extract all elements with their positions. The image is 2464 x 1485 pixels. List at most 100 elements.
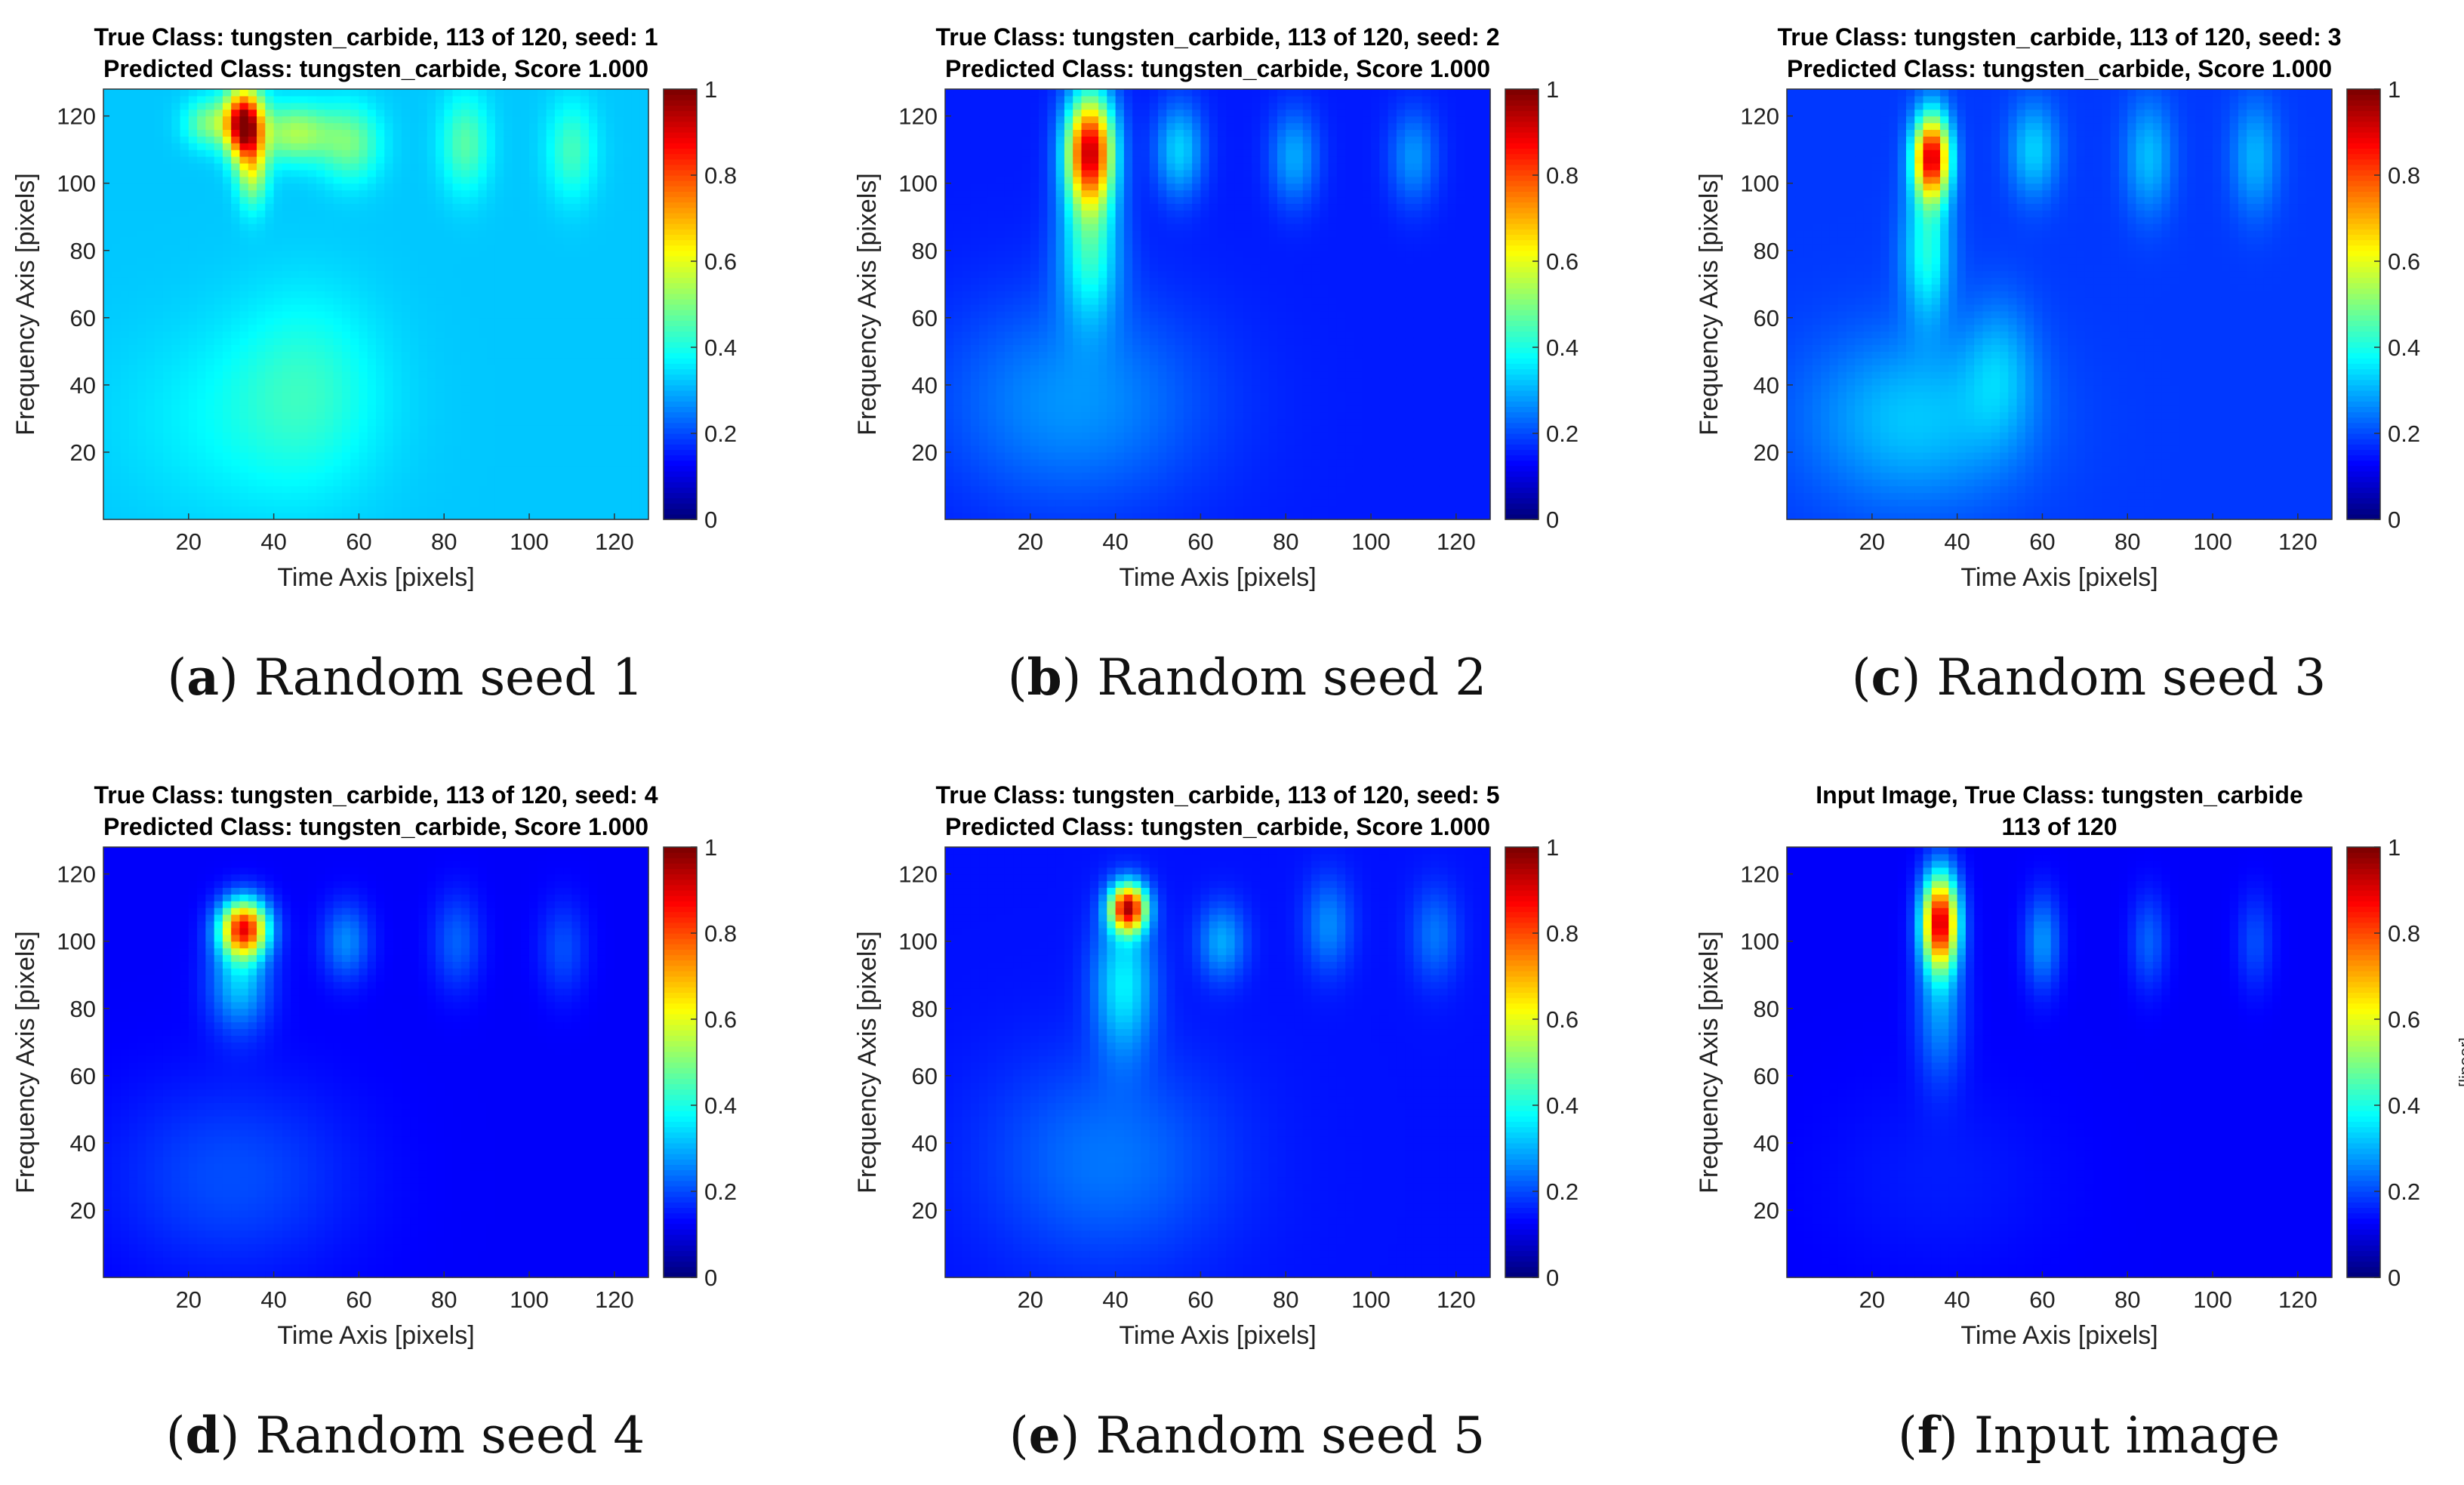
heatmap-cell xyxy=(470,264,479,272)
heatmap-cell xyxy=(223,418,232,426)
heatmap-cell xyxy=(487,163,496,171)
heatmap-cell xyxy=(171,217,180,224)
heatmap-cell xyxy=(504,183,513,191)
heatmap-cell xyxy=(979,492,988,500)
heatmap-cell xyxy=(1005,365,1014,372)
heatmap-cell xyxy=(563,223,572,231)
heatmap-cell xyxy=(971,96,980,103)
heatmap-cell xyxy=(316,291,325,298)
heatmap-cell xyxy=(581,170,590,177)
heatmap-cell xyxy=(547,136,556,143)
heatmap-cell xyxy=(427,210,436,217)
heatmap-cell xyxy=(581,237,590,245)
heatmap-cell xyxy=(555,163,564,171)
heatmap-cell xyxy=(953,197,962,205)
heatmap-cell xyxy=(308,244,317,251)
heatmap-cell xyxy=(376,291,385,298)
heatmap-cell xyxy=(971,244,980,251)
heatmap-cell xyxy=(597,223,606,231)
heatmap-cell xyxy=(129,399,138,406)
heatmap-cell xyxy=(384,203,393,211)
heatmap-cell xyxy=(121,344,130,352)
heatmap-cell xyxy=(265,230,274,238)
heatmap-cell xyxy=(495,103,504,110)
heatmap-cell xyxy=(393,392,402,399)
heatmap-cell xyxy=(291,499,300,507)
heatmap-cell xyxy=(146,251,155,258)
heatmap-cell xyxy=(470,123,479,131)
heatmap-cell xyxy=(308,149,317,157)
heatmap-cell xyxy=(223,371,232,379)
heatmap-cell xyxy=(1013,378,1022,386)
heatmap-cell xyxy=(470,418,479,426)
heatmap-cell xyxy=(1030,163,1040,171)
heatmap-cell xyxy=(189,257,198,265)
heatmap-cell xyxy=(962,365,972,372)
heatmap-cell xyxy=(197,230,206,238)
heatmap-cell xyxy=(129,223,138,231)
heatmap-cell xyxy=(606,143,615,150)
heatmap-cell xyxy=(197,149,206,157)
heatmap-cell xyxy=(248,170,257,177)
heatmap-cell xyxy=(444,143,453,150)
heatmap-cell xyxy=(444,210,453,217)
heatmap-cell xyxy=(444,452,453,460)
heatmap-cell xyxy=(146,149,155,157)
heatmap-cell xyxy=(410,439,419,446)
heatmap-cell xyxy=(979,432,988,439)
heatmap-cell xyxy=(555,485,564,493)
heatmap-cell xyxy=(555,418,564,426)
heatmap-cell xyxy=(1005,230,1014,238)
heatmap-cell xyxy=(444,217,453,224)
heatmap-cell xyxy=(461,473,470,480)
heatmap-cell xyxy=(555,492,564,500)
heatmap-cell xyxy=(180,418,189,426)
heatmap-cell xyxy=(223,136,232,143)
heatmap-cell xyxy=(214,452,223,460)
heatmap-cell xyxy=(121,311,130,319)
heatmap-cell xyxy=(342,513,351,520)
heatmap-cell xyxy=(248,136,257,143)
heatmap-cell xyxy=(384,513,393,520)
heatmap-cell xyxy=(563,237,572,245)
heatmap-cell xyxy=(478,96,487,103)
heatmap-cell xyxy=(112,163,121,171)
heatmap-cell xyxy=(180,103,189,110)
heatmap-cell xyxy=(376,432,385,439)
heatmap-cell xyxy=(987,371,996,379)
heatmap-cell xyxy=(342,217,351,224)
heatmap-cell xyxy=(291,378,300,386)
heatmap-cell xyxy=(223,270,232,278)
heatmap-cell xyxy=(444,485,453,493)
heatmap-cell xyxy=(240,399,249,406)
heatmap-cell xyxy=(606,405,615,413)
heatmap-cell xyxy=(1039,210,1048,217)
heatmap-cell xyxy=(597,499,606,507)
heatmap-cell xyxy=(240,351,249,359)
heatmap-cell xyxy=(410,385,419,393)
heatmap-cell xyxy=(121,358,130,365)
heatmap-cell xyxy=(103,251,112,258)
heatmap-cell xyxy=(444,284,453,291)
heatmap-cell xyxy=(971,378,980,386)
heatmap-cell xyxy=(521,244,530,251)
heatmap-cell xyxy=(461,156,470,164)
heatmap-cell xyxy=(521,183,530,191)
heatmap-cell xyxy=(189,237,198,245)
heatmap-cell xyxy=(996,479,1006,487)
heatmap-cell xyxy=(614,452,624,460)
heatmap-cell xyxy=(495,452,504,460)
heatmap-cell xyxy=(504,473,513,480)
heatmap-cell xyxy=(410,358,419,365)
heatmap-cell xyxy=(418,513,427,520)
heatmap-cell xyxy=(137,277,146,285)
heatmap-cell xyxy=(589,284,598,291)
heatmap-cell xyxy=(461,129,470,137)
heatmap-cell xyxy=(427,129,436,137)
heatmap-cell xyxy=(197,251,206,258)
heatmap-cell xyxy=(308,371,317,379)
colorbar-step xyxy=(664,492,697,498)
heatmap-cell xyxy=(571,116,581,124)
heatmap-cell xyxy=(112,405,121,413)
heatmap-cell xyxy=(962,325,972,332)
